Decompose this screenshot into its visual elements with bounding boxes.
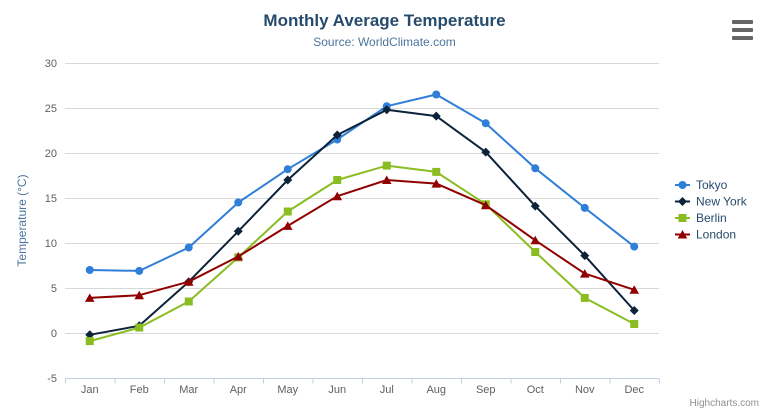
credits-link[interactable]: Highcharts.com	[689, 398, 759, 409]
data-point-tokyo[interactable]	[184, 243, 193, 252]
y-axis-tick-label: 20	[45, 148, 57, 160]
y-axis-tick-label: 5	[51, 283, 57, 295]
data-point-new-york[interactable]	[85, 330, 95, 340]
x-axis-tick-label: Apr	[230, 384, 247, 396]
series-line-london	[88, 179, 636, 299]
data-point-london[interactable]	[233, 252, 244, 261]
data-point-new-york[interactable]	[283, 175, 293, 185]
data-point-tokyo[interactable]	[531, 164, 540, 173]
legend-label: London	[696, 228, 736, 242]
x-axis-tick-label: Dec	[624, 384, 644, 396]
legend-marker-symbol	[678, 181, 687, 189]
data-point-london[interactable]	[84, 293, 95, 302]
data-point-tokyo[interactable]	[580, 203, 589, 212]
data-point-berlin[interactable]	[184, 297, 193, 306]
export-menu-button[interactable]	[730, 18, 756, 42]
data-point-london[interactable]	[134, 290, 145, 300]
y-axis-tick-label: 15	[45, 193, 57, 205]
x-axis-tick-label: Oct	[527, 384, 544, 396]
data-point-london[interactable]	[332, 191, 343, 201]
data-point-berlin[interactable]	[283, 207, 292, 216]
x-axis-tick-label: Nov	[575, 384, 595, 396]
data-point-tokyo[interactable]	[283, 165, 292, 174]
legend-marker-symbol	[678, 214, 687, 222]
hamburger-icon	[732, 36, 753, 40]
legend-item-london[interactable]: London	[675, 228, 736, 242]
series-line-tokyo	[88, 93, 636, 272]
hamburger-icon	[732, 28, 753, 32]
data-point-tokyo[interactable]	[432, 90, 441, 99]
data-point-london[interactable]	[183, 277, 194, 286]
y-axis-tick-label: 30	[45, 58, 57, 70]
legend-item-new-york[interactable]: New York	[675, 195, 748, 209]
data-point-berlin[interactable]	[580, 293, 589, 302]
data-point-tokyo[interactable]	[630, 242, 639, 251]
data-point-berlin[interactable]	[382, 161, 391, 170]
data-point-berlin[interactable]	[333, 176, 342, 184]
series-line-berlin	[88, 164, 636, 343]
data-point-london[interactable]	[381, 175, 392, 185]
chart-subtitle: Source: WorldClimate.com	[313, 35, 456, 49]
data-point-london[interactable]	[530, 235, 541, 245]
data-point-london[interactable]	[579, 269, 590, 278]
data-point-new-york[interactable]	[332, 130, 342, 140]
x-axis-tick-label: Sep	[476, 384, 496, 396]
y-axis-title: Temperature (°C)	[15, 174, 29, 266]
data-point-new-york[interactable]	[580, 251, 590, 261]
legend-marker-square-icon	[678, 214, 687, 222]
y-axis-tick-label: 0	[51, 328, 57, 340]
x-axis-tick-label: Mar	[179, 384, 198, 396]
data-point-new-york[interactable]	[431, 111, 441, 121]
data-point-berlin[interactable]	[630, 320, 639, 328]
data-point-berlin[interactable]	[432, 167, 441, 176]
data-point-london[interactable]	[431, 179, 442, 188]
data-point-new-york[interactable]	[233, 226, 243, 236]
x-axis-tick-label: Feb	[130, 384, 149, 396]
data-point-london[interactable]	[480, 200, 491, 210]
x-axis-tick-label: Jul	[380, 384, 394, 396]
x-axis-tick-label: May	[277, 384, 298, 396]
legend-marker-symbol	[678, 197, 687, 206]
data-point-berlin[interactable]	[531, 248, 540, 256]
data-point-new-york[interactable]	[629, 306, 639, 315]
data-point-tokyo[interactable]	[234, 198, 243, 207]
data-point-new-york[interactable]	[481, 147, 491, 157]
legend-label: Berlin	[696, 211, 727, 225]
data-point-new-york[interactable]	[382, 105, 392, 115]
data-point-new-york[interactable]	[530, 201, 540, 211]
data-point-london[interactable]	[629, 285, 640, 294]
series-line-new-york	[88, 108, 636, 336]
legend-marker-symbol	[677, 230, 688, 239]
x-axis-tick-label: Aug	[426, 384, 446, 396]
legend-marker-diamond-icon	[678, 197, 687, 206]
y-axis-tick-label: -5	[47, 373, 57, 385]
x-axis-tick-label: Jun	[328, 384, 346, 396]
legend-marker-triangle-icon	[677, 230, 688, 239]
y-axis-tick-label: 25	[45, 103, 57, 115]
legend-item-berlin[interactable]: Berlin	[675, 211, 727, 225]
chart-title: Monthly Average Temperature	[263, 11, 506, 30]
data-point-berlin[interactable]	[85, 337, 94, 346]
x-axis-tick-label: Jan	[81, 384, 99, 396]
hamburger-icon	[732, 20, 753, 24]
legend-label: Tokyo	[696, 178, 728, 192]
y-axis-tick-label: 10	[45, 238, 57, 250]
data-point-tokyo[interactable]	[85, 266, 94, 274]
data-point-tokyo[interactable]	[135, 266, 144, 275]
legend-label: New York	[696, 195, 748, 209]
data-point-berlin[interactable]	[135, 323, 144, 332]
data-point-london[interactable]	[282, 221, 293, 230]
legend-item-tokyo[interactable]: Tokyo	[675, 178, 728, 192]
data-point-tokyo[interactable]	[481, 119, 490, 128]
legend-marker-circle-icon	[678, 181, 687, 189]
